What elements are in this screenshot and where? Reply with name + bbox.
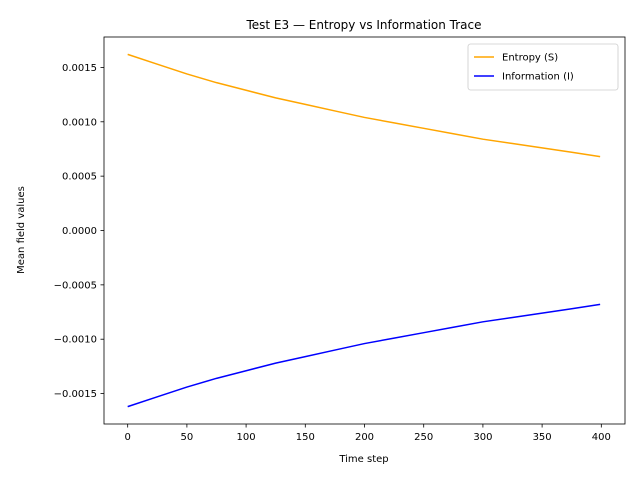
y-tick-label: −0.0005: [54, 280, 97, 291]
y-tick-label: 0.0010: [62, 117, 97, 128]
x-tick-label: 0: [124, 432, 130, 443]
x-tick-label: 100: [237, 432, 256, 443]
y-axis-label: Mean field values: [16, 186, 27, 274]
x-tick-label: 300: [473, 432, 492, 443]
y-tick-label: 0.0015: [62, 63, 97, 74]
y-tick-label: −0.0015: [54, 389, 97, 400]
chart-title: Test E3 — Entropy vs Information Trace: [245, 18, 481, 32]
series-line-information: [127, 303, 601, 408]
plot-frame: [103, 36, 626, 425]
y-tick-label: −0.0010: [54, 335, 97, 346]
y-tick-label: 0.0000: [62, 226, 97, 237]
y-axis: −0.0015 −0.0010 −0.0005 0.0000 0.0005 0.0010 0…: [54, 63, 104, 400]
x-axis-label: Time step: [338, 454, 388, 465]
legend: Entropy (S) Information (I): [467, 43, 619, 91]
x-tick-label: 250: [414, 432, 433, 443]
series-line-entropy: [127, 53, 601, 158]
legend-label: Entropy (S): [502, 53, 558, 64]
x-tick-label: 150: [296, 432, 315, 443]
y-tick-label: 0.0005: [62, 172, 97, 183]
x-tick-label: 350: [533, 432, 552, 443]
x-axis: 0 50 100 150 200 250 300 350 400: [124, 424, 611, 443]
legend-label: Information (I): [502, 72, 574, 83]
series-layer: [127, 53, 601, 408]
x-tick-label: 50: [181, 432, 194, 443]
x-tick-label: 200: [355, 432, 374, 443]
x-tick-label: 400: [592, 432, 611, 443]
legend-box: [467, 43, 619, 91]
